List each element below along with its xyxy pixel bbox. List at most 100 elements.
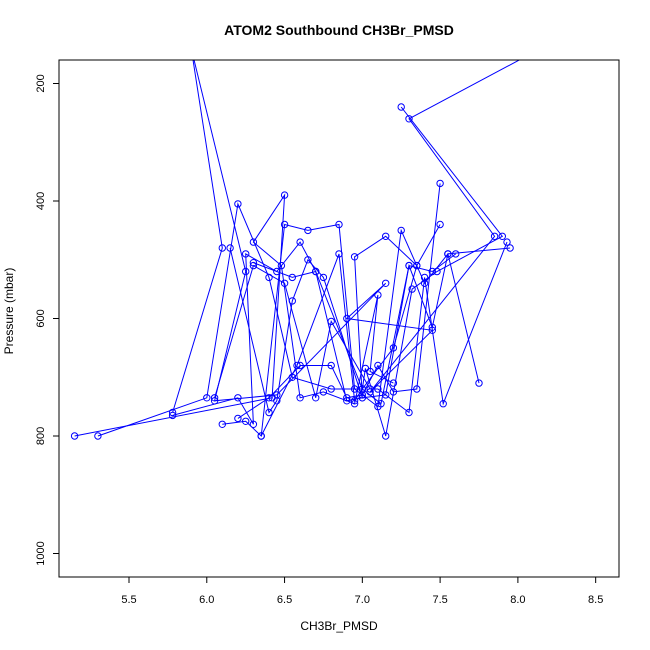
data-point bbox=[374, 361, 382, 370]
data-point bbox=[168, 411, 177, 420]
data-point bbox=[405, 261, 413, 270]
data-point bbox=[439, 400, 447, 408]
x-axis-label: CH3Br_PMSD bbox=[300, 619, 378, 633]
data-layer bbox=[70, 60, 521, 440]
series-line bbox=[97, 202, 418, 437]
data-point bbox=[382, 432, 390, 440]
data-point bbox=[475, 379, 483, 387]
series-line bbox=[260, 247, 511, 437]
data-point bbox=[433, 267, 441, 276]
data-point bbox=[343, 314, 351, 323]
data-point bbox=[319, 388, 328, 396]
y-axis-label: Pressure (mbar) bbox=[2, 268, 16, 355]
data-point bbox=[490, 232, 499, 241]
x-tick-label: 7.0 bbox=[355, 594, 370, 606]
data-point bbox=[350, 385, 359, 393]
data-point bbox=[242, 250, 250, 258]
data-point bbox=[503, 238, 511, 246]
data-point bbox=[397, 226, 405, 235]
data-point bbox=[273, 397, 281, 405]
data-point bbox=[413, 385, 421, 393]
data-point bbox=[335, 250, 343, 258]
data-point bbox=[343, 394, 351, 402]
data-point bbox=[312, 267, 320, 276]
data-point bbox=[428, 323, 436, 331]
data-point bbox=[242, 267, 250, 276]
data-point bbox=[374, 291, 382, 299]
data-point bbox=[358, 391, 366, 399]
data-point bbox=[70, 432, 79, 440]
data-point bbox=[319, 273, 328, 282]
data-point bbox=[312, 394, 320, 402]
series-7 bbox=[210, 238, 511, 417]
plot-frame bbox=[58, 59, 620, 578]
data-point bbox=[498, 232, 506, 241]
data-point bbox=[374, 385, 382, 393]
data-point bbox=[249, 420, 258, 428]
data-point bbox=[280, 220, 289, 229]
data-point bbox=[226, 244, 234, 252]
data-point bbox=[382, 232, 390, 241]
data-point bbox=[327, 317, 335, 326]
x-tick-label: 6.5 bbox=[277, 594, 292, 606]
data-point bbox=[405, 408, 413, 417]
data-point bbox=[265, 394, 273, 402]
data-point bbox=[304, 256, 312, 264]
data-point bbox=[327, 385, 335, 393]
data-point bbox=[506, 244, 514, 252]
data-point bbox=[304, 226, 312, 235]
data-point bbox=[436, 179, 444, 188]
x-tick-label: 7.5 bbox=[432, 594, 447, 606]
data-point bbox=[218, 244, 227, 252]
data-point bbox=[366, 385, 374, 393]
y-tick-label: 400 bbox=[35, 192, 47, 210]
data-point bbox=[210, 394, 219, 402]
data-point bbox=[358, 385, 366, 393]
data-point bbox=[94, 432, 102, 440]
data-point bbox=[288, 273, 296, 282]
data-point bbox=[408, 285, 416, 293]
data-point bbox=[405, 115, 413, 123]
data-point bbox=[277, 261, 286, 270]
data-point bbox=[234, 200, 242, 208]
data-point bbox=[296, 394, 304, 402]
data-point bbox=[377, 400, 385, 408]
data-point bbox=[280, 191, 289, 199]
data-point bbox=[234, 414, 242, 423]
series-10 bbox=[249, 103, 506, 440]
x-tick-label: 5.5 bbox=[121, 594, 136, 606]
data-point bbox=[249, 259, 258, 267]
data-point bbox=[218, 420, 227, 428]
data-point bbox=[444, 250, 452, 258]
data-point bbox=[361, 364, 370, 373]
y-tick-label: 800 bbox=[35, 427, 47, 445]
data-point bbox=[265, 408, 273, 417]
data-point bbox=[382, 279, 390, 287]
data-point bbox=[280, 279, 289, 287]
data-point bbox=[293, 361, 301, 370]
data-point bbox=[350, 253, 359, 261]
series-line bbox=[253, 106, 504, 437]
x-tick-label: 8.5 bbox=[588, 594, 603, 606]
data-point bbox=[249, 261, 258, 270]
axis-layer: 5.5 6.0 6.5 7.0 7.5 8.0 8.5 200 400 600 800 1000 bbox=[35, 74, 603, 606]
series-line bbox=[214, 241, 508, 414]
data-point bbox=[257, 432, 265, 440]
x-tick-label: 6.0 bbox=[199, 594, 214, 606]
data-point bbox=[234, 394, 242, 402]
x-tick-label: 8.0 bbox=[510, 594, 525, 606]
data-point bbox=[389, 379, 398, 387]
data-point bbox=[335, 220, 343, 229]
y-tick-label: 200 bbox=[35, 74, 47, 92]
y-tick-label: 600 bbox=[35, 309, 47, 327]
data-point bbox=[350, 397, 359, 405]
series-line bbox=[229, 247, 457, 414]
data-point bbox=[242, 417, 250, 425]
data-point bbox=[436, 220, 444, 229]
series-line bbox=[172, 60, 521, 413]
data-point bbox=[327, 361, 335, 370]
data-point bbox=[249, 238, 258, 246]
data-point bbox=[203, 394, 211, 402]
